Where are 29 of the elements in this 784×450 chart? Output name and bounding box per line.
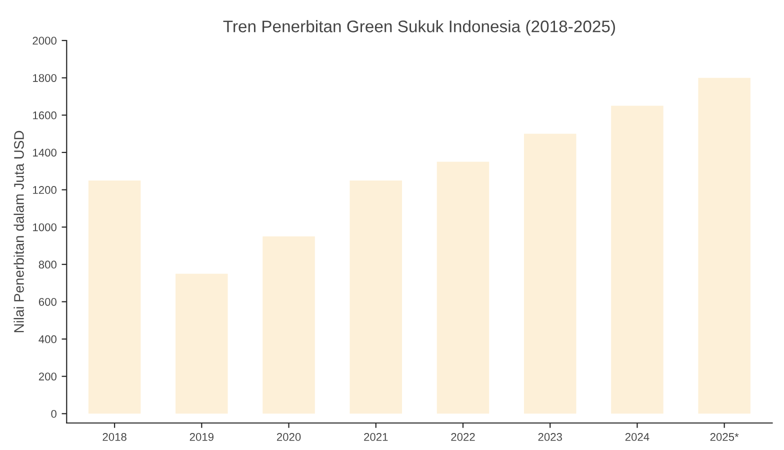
- y-axis-title: Nilai Penerbitan dalam Juta USD: [14, 130, 24, 332]
- x-tick-label: 2025*: [710, 433, 739, 441]
- y-tick-label: 200: [38, 372, 56, 380]
- bar: [611, 106, 664, 414]
- chart-title: Tren Penerbitan Green Sukuk Indonesia (2018-2025): [223, 20, 615, 36]
- x-tick-label: 2021: [364, 433, 388, 441]
- x-tick-label: 2020: [276, 433, 301, 441]
- y-tick-label: 1400: [33, 148, 56, 157]
- x-tick-label: 2024: [625, 433, 650, 441]
- bar: [350, 180, 402, 414]
- bar: [436, 162, 490, 414]
- bar: [698, 78, 750, 414]
- bar: [176, 274, 228, 414]
- bar: [88, 180, 141, 414]
- y-tick-label: 2000: [32, 36, 56, 45]
- x-tick-label: 2018: [102, 433, 126, 441]
- bar: [524, 134, 576, 414]
- x-tick-label: 2022: [451, 433, 475, 441]
- y-tick-label: 1200: [33, 186, 56, 194]
- y-tick-label: 1600: [33, 111, 56, 120]
- y-tick-label: 0: [51, 410, 56, 418]
- y-tick-label: 1800: [33, 74, 56, 82]
- y-tick-label: 600: [38, 298, 56, 306]
- y-tick-label: 1000: [33, 223, 56, 232]
- y-tick-label: 800: [38, 260, 56, 269]
- bar: [262, 236, 315, 414]
- x-tick-label: 2023: [538, 433, 562, 441]
- y-tick-label: 400: [38, 335, 56, 344]
- x-tick-label: 2019: [190, 433, 214, 441]
